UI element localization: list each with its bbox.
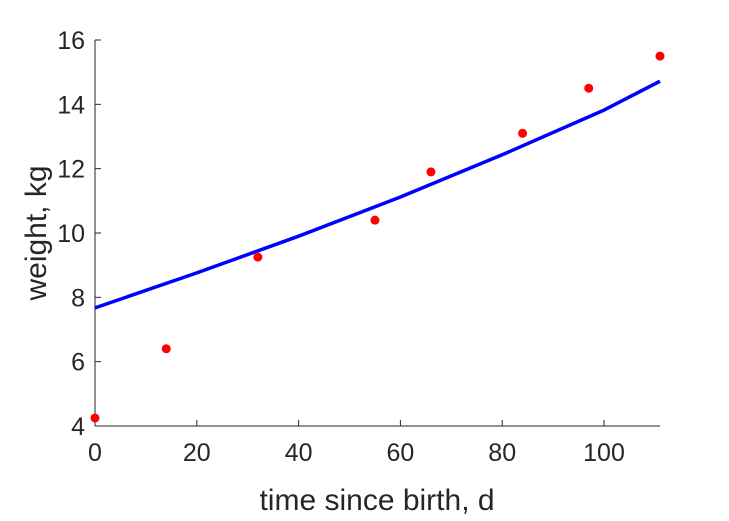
- x-tick-label: 60: [386, 439, 414, 467]
- y-tick-label: 16: [57, 27, 85, 55]
- x-tick-label: 40: [285, 439, 313, 467]
- y-tick-label: 8: [71, 284, 85, 312]
- y-tick-label: 10: [57, 220, 85, 248]
- data-point: [370, 215, 380, 225]
- x-tick-label: 0: [88, 439, 102, 467]
- y-tick-label: 4: [71, 413, 85, 441]
- data-point: [584, 83, 594, 93]
- data-point: [655, 51, 665, 61]
- data-point: [90, 413, 100, 423]
- y-axis-label: weight, kg: [20, 165, 53, 301]
- x-axis-label: time since birth, d: [259, 484, 494, 517]
- data-points-layer: [90, 51, 665, 423]
- y-tick-label: 12: [57, 156, 85, 184]
- axes: [94, 39, 660, 427]
- data-point: [161, 344, 171, 354]
- x-tick-label: 80: [488, 439, 516, 467]
- fit-line-layer: [94, 79, 661, 310]
- data-point: [426, 167, 436, 177]
- y-tick-label: 14: [57, 91, 85, 119]
- data-point: [518, 128, 528, 138]
- x-tick-label: 20: [183, 439, 211, 467]
- y-tick-labels: 4 6 8 10 12 14 16: [57, 27, 85, 441]
- y-tick-label: 6: [71, 349, 85, 377]
- fit-line: [94, 79, 661, 310]
- x-tick-labels: 0 20 40 60 80 100: [88, 439, 625, 467]
- x-tick-label: 100: [583, 439, 625, 467]
- data-point: [253, 252, 263, 262]
